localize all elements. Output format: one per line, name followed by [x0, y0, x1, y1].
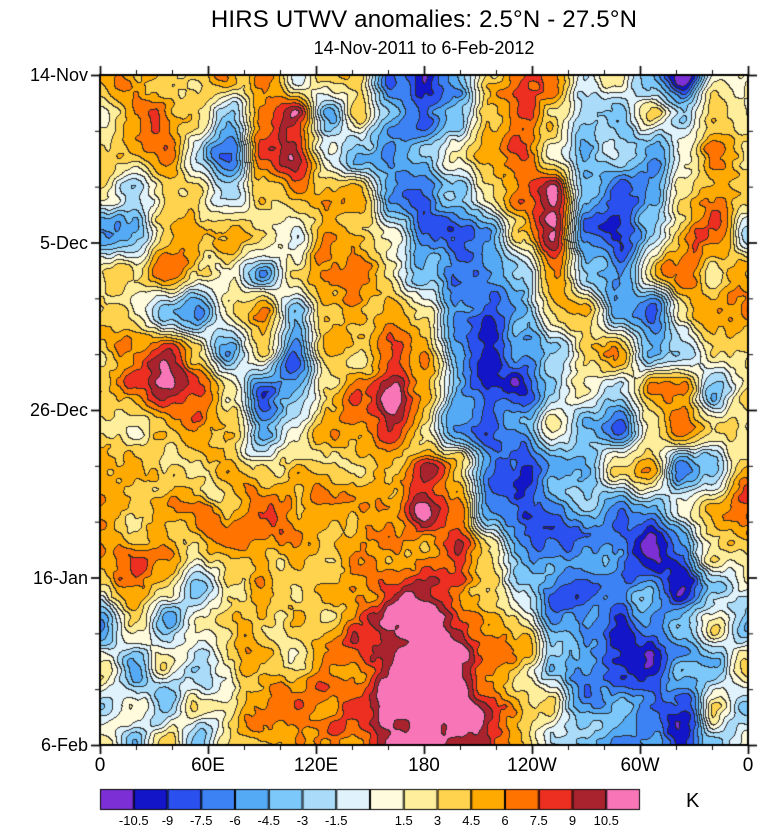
colorbar-tick-label: 6: [501, 813, 509, 828]
colorbar-tick-label: 4.5: [462, 813, 481, 828]
x-axis-tick-label: 120E: [293, 755, 339, 776]
chart-title: HIRS UTWV anomalies: 2.5°N - 27.5°N: [210, 6, 638, 33]
y-axis-tick-label: 6-Feb: [40, 735, 88, 755]
heatmap-canvas: [100, 75, 748, 745]
colorbar-tick-label: -1.5: [325, 813, 348, 828]
x-axis-tick-label: 180: [408, 755, 440, 776]
colorbar-tick-label: -3: [296, 813, 309, 828]
colorbar-unit-label: K: [686, 790, 700, 812]
y-axis-tick-label: 14-Nov: [29, 65, 88, 85]
y-axis-tick-label: 26-Dec: [29, 400, 88, 420]
colorbar-tick-label: 10.5: [593, 813, 619, 828]
y-axis-tick-label: 16-Jan: [32, 567, 88, 588]
colorbar-tick-label: -10.5: [118, 813, 149, 828]
colorbar-tick-label: 3: [433, 813, 442, 828]
colorbar-tick-label: -7.5: [190, 813, 213, 828]
x-axis-tick-label: 60W: [620, 755, 660, 776]
x-axis-tick-label: 0: [742, 755, 754, 776]
colorbar-tick-label: 9: [568, 813, 577, 828]
colorbar-tick-label: -9: [161, 813, 174, 828]
x-axis-tick-label: 120W: [507, 755, 557, 776]
colorbar-tick-label: -6: [229, 813, 241, 828]
colorbar-tick-label: -4.5: [257, 813, 280, 828]
colorbar-tick-label: 1.5: [394, 813, 413, 828]
x-axis-tick-label: 60E: [191, 755, 225, 776]
x-axis-tick-label: 0: [94, 755, 106, 776]
chart-subtitle: 14-Nov-2011 to 6-Feb-2012: [313, 38, 535, 58]
y-axis-tick-label: 5-Dec: [39, 232, 88, 253]
colorbar-tick-label: 7.5: [529, 813, 548, 828]
